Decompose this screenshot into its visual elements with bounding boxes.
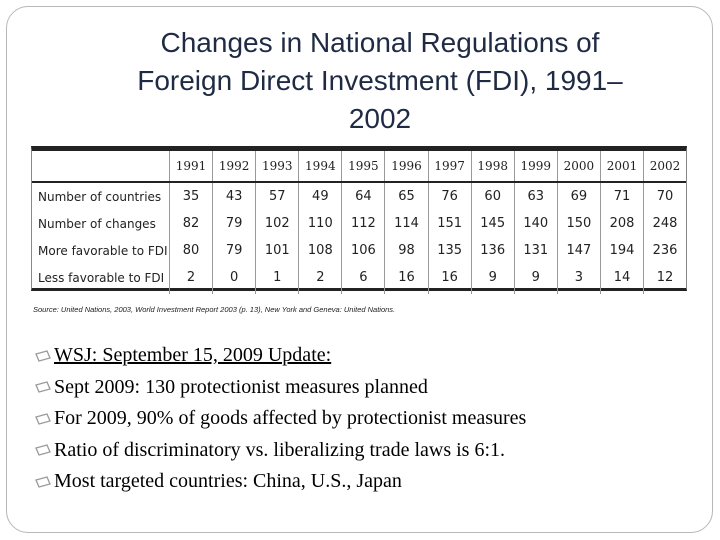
table-cell: 114 (384, 210, 429, 237)
table-cell: 236 (643, 237, 686, 264)
table-cell: 147 (556, 237, 601, 264)
table-cell: 49 (298, 182, 342, 210)
table-cell: 71 (599, 182, 644, 210)
table-cell: 69 (556, 182, 601, 210)
table-cell: 2 (298, 264, 342, 294)
bullet-text: Ratio of discriminatory vs. liberalizing… (54, 438, 506, 461)
slide-title: Changes in National Regulations of Forei… (80, 24, 680, 138)
table-cell: 64 (341, 182, 385, 210)
title-line-2: Foreign Direct Investment (FDI), 1991– (137, 65, 623, 96)
year-header: 1998 (470, 151, 515, 183)
table-cell: 82 (168, 210, 213, 237)
table-cell: 43 (212, 182, 256, 210)
table-cell: 101 (255, 237, 299, 264)
table-cell: 110 (298, 210, 342, 237)
slide-frame (6, 6, 713, 533)
table-cell: 3 (556, 264, 601, 294)
title-line-1: Changes in National Regulations of (160, 27, 600, 58)
row-label: Number of countries (38, 189, 162, 204)
table-cell: 208 (599, 210, 644, 237)
table-cell: 6 (341, 264, 385, 294)
year-header: 1996 (384, 151, 429, 183)
table-cell: 16 (427, 264, 472, 294)
table-cell: 106 (341, 237, 385, 264)
row-label: Less favorable to FDI (38, 270, 165, 285)
table-cell: 145 (470, 210, 515, 237)
tilted-rectangle-bullet-icon (35, 444, 51, 457)
table-cell: 16 (384, 264, 429, 294)
table-cell: 65 (384, 182, 429, 210)
table-cell: 98 (384, 237, 429, 264)
table-cell: 0 (212, 264, 256, 294)
table-cell: 112 (341, 210, 385, 237)
table-cell: 80 (168, 237, 213, 264)
table-cell: 1 (255, 264, 299, 294)
tilted-rectangle-bullet-icon (35, 381, 51, 394)
table-row: More favorable to FDI 80 79 101 108 106 98 135 1… (32, 237, 686, 264)
table-cell: 70 (643, 182, 686, 210)
year-header: 1992 (212, 151, 256, 183)
table-cell: 108 (298, 237, 342, 264)
table-cell: 2 (168, 264, 213, 294)
year-header: 1995 (341, 151, 385, 183)
row-label: More favorable to FDI (38, 243, 168, 258)
bullet-item: For 2009, 90% of goods affected by prote… (34, 403, 526, 435)
year-header: 2002 (643, 151, 686, 183)
table-cell: 79 (212, 237, 256, 264)
table-header-row: 1991 1992 1993 1994 1995 1996 1997 1998 … (32, 151, 686, 183)
table-cell: 102 (255, 210, 299, 237)
table-cell: 248 (643, 210, 686, 237)
year-header: 1997 (427, 151, 472, 183)
bullet-item: Ratio of discriminatory vs. liberalizing… (34, 435, 526, 467)
fdi-regulations-table: 1991 1992 1993 1994 1995 1996 1997 1998 … (32, 151, 686, 294)
table-cell: 14 (599, 264, 644, 294)
table-cell: 57 (255, 182, 299, 210)
year-header: 1993 (255, 151, 299, 183)
table-cell: 136 (470, 237, 515, 264)
table-cell: 151 (427, 210, 472, 237)
table-cell: 35 (168, 182, 213, 210)
table-header-corner (32, 151, 170, 183)
bullet-item: WSJ: September 15, 2009 Update: (34, 340, 526, 372)
tilted-rectangle-bullet-icon (35, 349, 51, 362)
table-row: Number of countries 35 43 57 49 64 65 76 60 63 69 7… (32, 182, 686, 210)
bullet-list: WSJ: September 15, 2009 Update: Sept 2009… (34, 340, 526, 498)
bullet-item: Most targeted countries: China, U.S., Ja… (34, 466, 526, 498)
table-cell: 9 (513, 264, 558, 294)
bullet-text: Most targeted countries: China, U.S., Ja… (54, 470, 402, 492)
row-label: Number of changes (38, 216, 156, 231)
source-citation: Source: United Nations, 2003, World Inve… (33, 305, 396, 314)
table-cell: 79 (212, 210, 256, 237)
year-header: 2001 (599, 151, 644, 183)
table-cell: 194 (599, 237, 644, 264)
table-cell: 76 (427, 182, 472, 210)
table-cell: 131 (513, 237, 558, 264)
table-cell: 150 (556, 210, 601, 237)
table-cell: 9 (470, 264, 515, 294)
bullet-text: Sept 2009: 130 protectionist measures pl… (54, 375, 428, 398)
year-header: 1991 (168, 151, 213, 183)
year-header: 1994 (298, 151, 342, 183)
fdi-table-image: 1991 1992 1993 1994 1995 1996 1997 1998 … (31, 146, 687, 294)
tilted-rectangle-bullet-icon (35, 412, 51, 425)
table-cell: 63 (513, 182, 558, 210)
table-cell: 12 (643, 264, 686, 294)
bullet-text: WSJ: September 15, 2009 Update: (54, 344, 332, 366)
year-header: 2000 (556, 151, 601, 183)
year-header: 1999 (513, 151, 558, 183)
table-row: Number of changes 82 79 102 110 112 114 151 145 1… (32, 210, 686, 237)
table-cell: 135 (427, 237, 472, 264)
table-cell: 140 (513, 210, 558, 237)
table-cell: 60 (470, 182, 515, 210)
tilted-rectangle-bullet-icon (35, 475, 51, 488)
title-line-3: 2002 (348, 103, 412, 134)
bullet-text: For 2009, 90% of goods affected by prote… (54, 407, 527, 429)
bullet-item: Sept 2009: 130 protectionist measures pl… (34, 372, 526, 404)
table-row: Less favorable to FDI 2 0 1 2 6 16 16 9 9 3 14 12 (32, 264, 686, 294)
